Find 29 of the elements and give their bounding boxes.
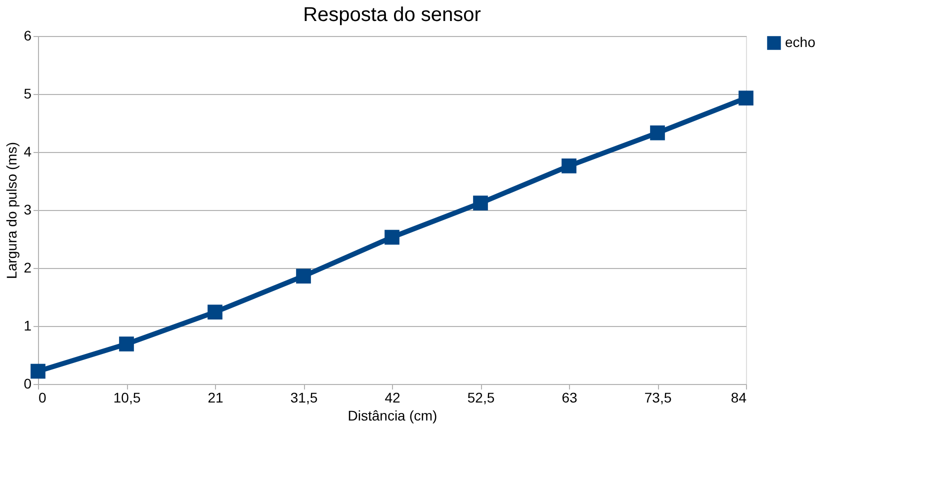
x-tick-label: 21 xyxy=(208,390,224,406)
x-tick-label: 31,5 xyxy=(290,390,318,406)
x-tick-label: 0 xyxy=(38,390,46,406)
point xyxy=(119,336,134,352)
y-tick-label: 2 xyxy=(24,260,32,276)
x-tick-label: 42 xyxy=(384,390,400,406)
point xyxy=(30,364,46,379)
x-axis-title: Distância (cm) xyxy=(348,408,438,424)
point xyxy=(384,230,400,245)
y-tick-label: 4 xyxy=(24,144,32,160)
y-tick-label: 6 xyxy=(24,28,32,44)
point xyxy=(738,90,754,106)
chart-title: Resposta do sensor xyxy=(303,4,482,26)
y-tick-label: 0 xyxy=(24,376,32,392)
y-tick-label: 1 xyxy=(24,318,32,334)
x-tick-label: 63 xyxy=(562,390,578,406)
y-tick-label: 3 xyxy=(24,202,32,218)
x-tick-label: 52,5 xyxy=(467,390,495,406)
point xyxy=(473,196,488,210)
point xyxy=(650,125,665,140)
y-tick-label: 5 xyxy=(24,86,32,102)
point xyxy=(562,158,576,174)
point xyxy=(296,268,311,284)
legend-label: echo xyxy=(785,34,816,50)
y-axis-title: Largura do pulso (ms) xyxy=(4,142,20,279)
x-tick-label: 84 xyxy=(730,390,747,406)
x-tick-label: 10,5 xyxy=(113,390,141,406)
point xyxy=(208,304,222,320)
x-tick-label: 73,5 xyxy=(644,390,672,406)
